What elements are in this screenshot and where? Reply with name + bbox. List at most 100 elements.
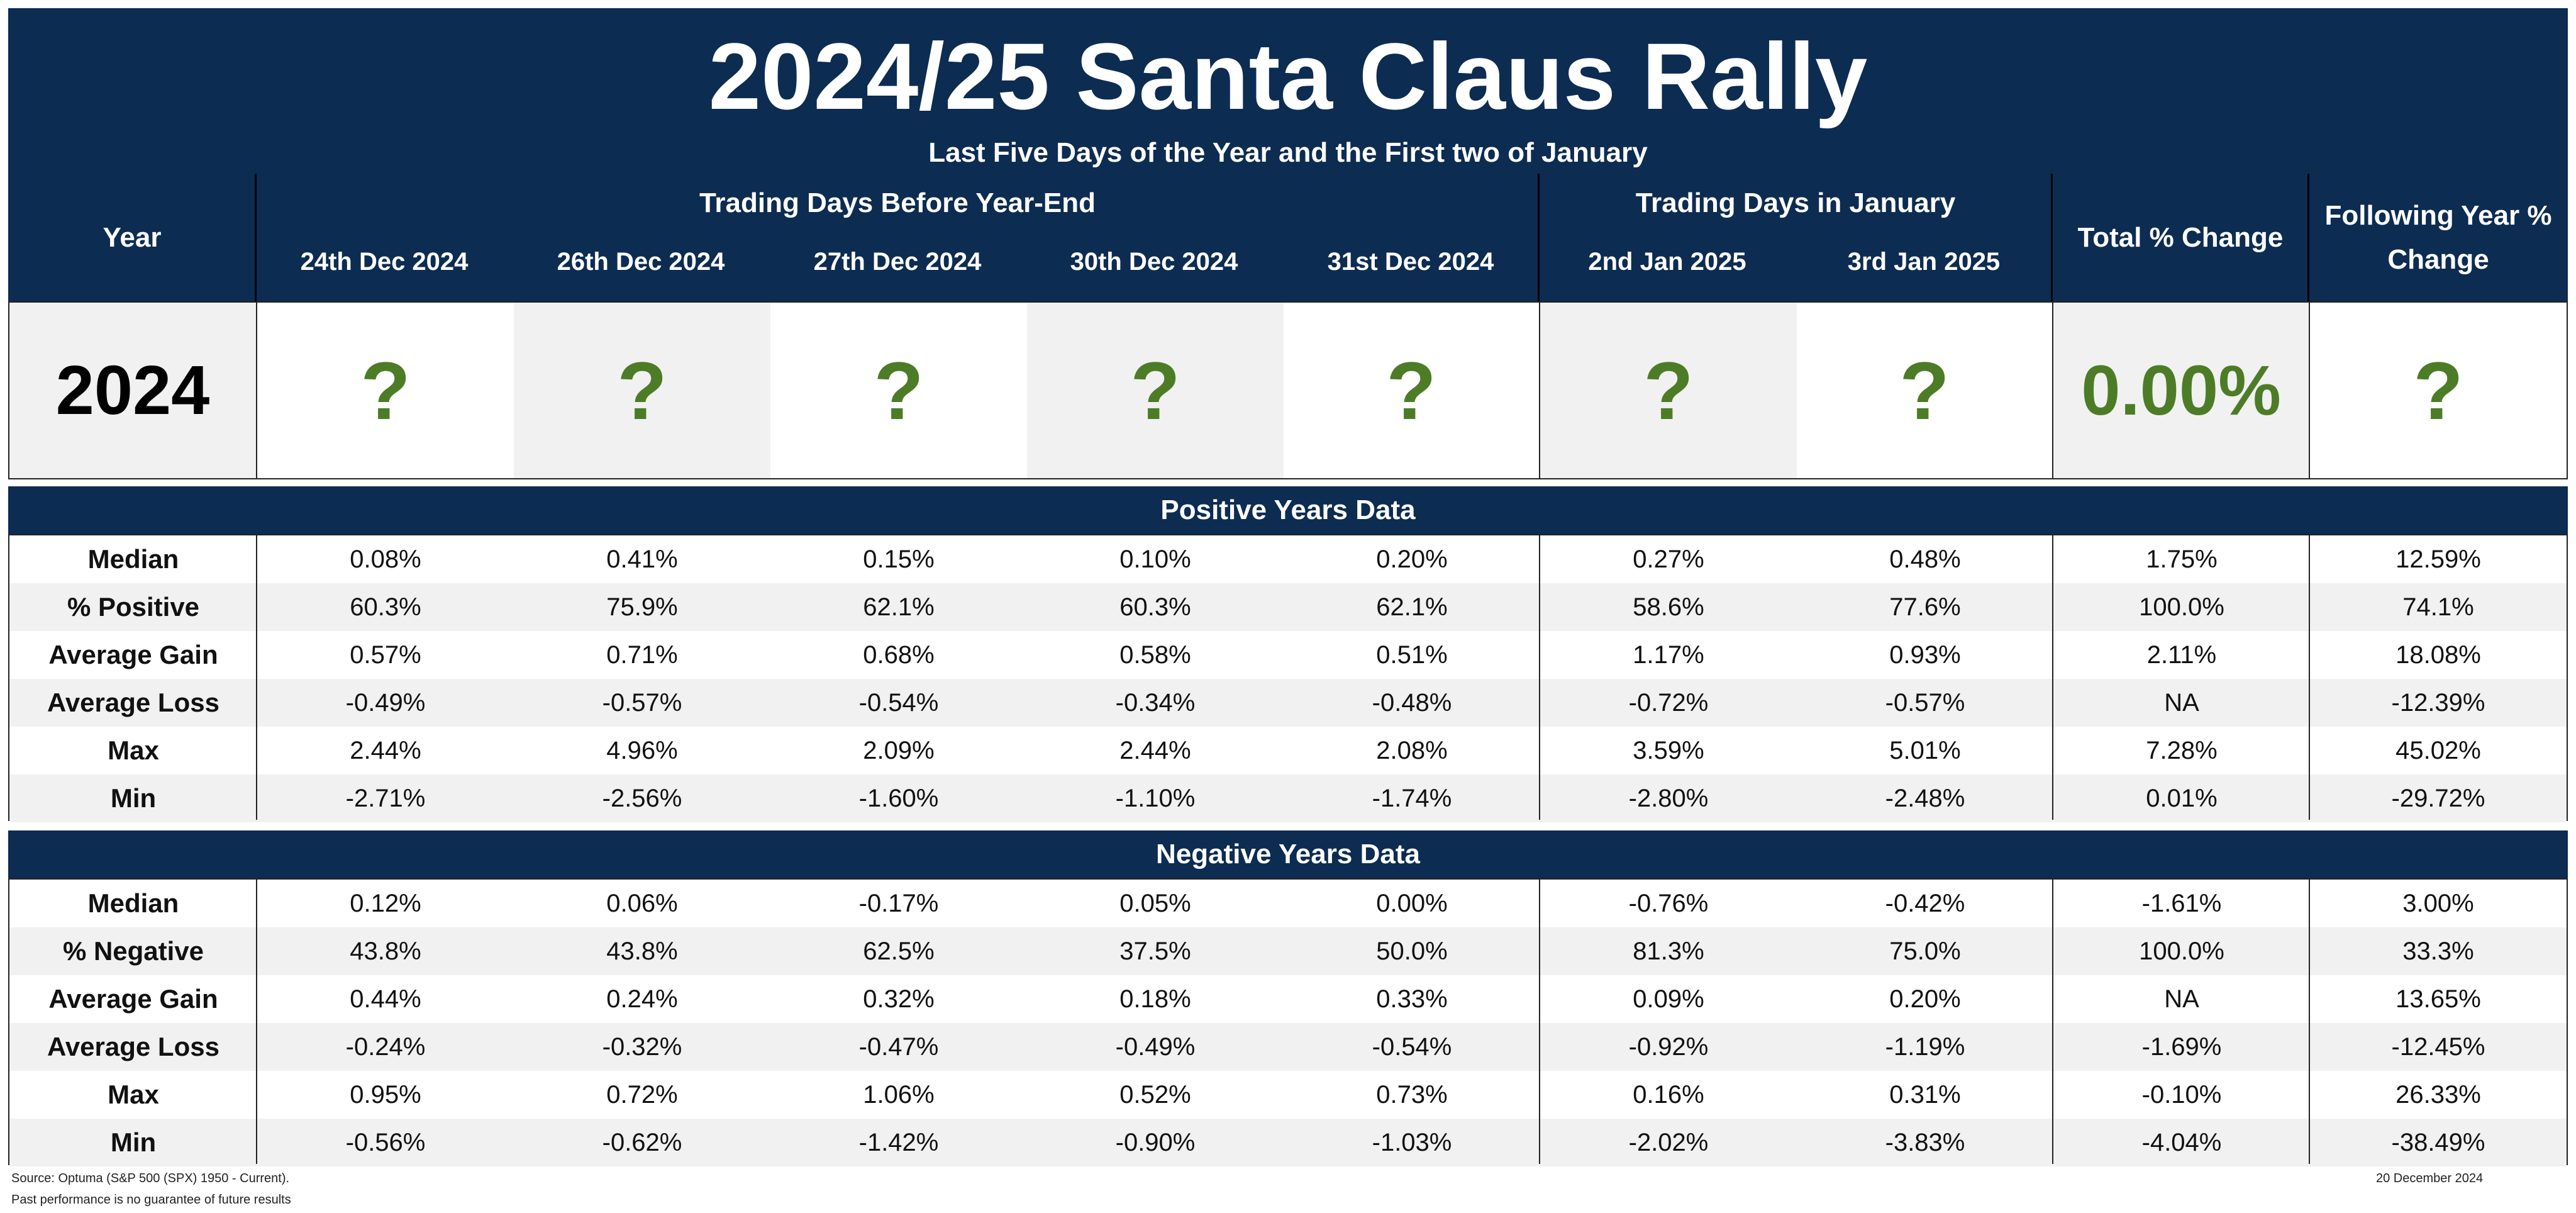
current-day-6-cell: ? <box>1540 303 1797 478</box>
table-row: Min -0.56% -0.62% -1.42% -0.90% -1.03% -2.02% -… <box>9 1119 2567 1166</box>
row-label: Max <box>108 735 159 765</box>
table-cell: 0.32% <box>863 985 935 1013</box>
table-cell: -4.04% <box>2141 1128 2222 1156</box>
current-following-cell: ? <box>2310 303 2567 478</box>
table-cell: 62.5% <box>863 937 935 965</box>
header-group-before-year-end: Trading Days Before Year-End <box>699 187 1096 218</box>
table-cell: 0.72% <box>606 1080 678 1109</box>
table-cell: -0.49% <box>1115 1032 1196 1061</box>
table-cell: -1.74% <box>1372 784 1452 812</box>
current-day-2-cell: ? <box>514 303 770 478</box>
table-row: Max 0.95% 0.72% 1.06% 0.52% 0.73% 0.16% 0.31% -0… <box>9 1071 2567 1119</box>
table-cell: 0.71% <box>606 640 678 669</box>
table-cell: 33.3% <box>2402 937 2474 965</box>
table-cell: -0.17% <box>858 889 939 917</box>
table-row: % Negative 43.8% 43.8% 62.5% 37.5% 50.0% 81.3%… <box>9 927 2567 975</box>
current-day-4-value: ? <box>1130 344 1180 437</box>
table-row: Median 0.12% 0.06% -0.17% 0.05% 0.00% -0.76% -0… <box>9 880 2567 927</box>
table-cell: 2.09% <box>863 736 935 764</box>
current-year-cell: 2024 <box>9 303 257 478</box>
table-cell: 0.18% <box>1119 985 1191 1013</box>
disclaimer-note: Past performance is no guarantee of futu… <box>11 1193 291 1207</box>
table-cell: -2.80% <box>1628 784 1709 812</box>
row-label: Max <box>108 1080 159 1109</box>
table-cell: 0.16% <box>1633 1080 1704 1109</box>
table-cell: 0.73% <box>1376 1080 1448 1109</box>
table-cell: 62.1% <box>1376 593 1448 621</box>
table-cell: -0.56% <box>345 1128 426 1156</box>
table-cell: 18.08% <box>2396 640 2481 669</box>
table-cell: 60.3% <box>350 593 421 621</box>
table-cell: -3.83% <box>1885 1128 1965 1156</box>
table-cell: -0.24% <box>345 1032 426 1061</box>
column-divider <box>1539 535 1540 820</box>
current-day-2-value: ? <box>617 344 667 437</box>
page-title: 2024/25 Santa Claus Rally <box>708 23 1868 129</box>
table-cell: 5.01% <box>1889 736 1961 764</box>
table-cell: 12.59% <box>2396 545 2481 573</box>
header-day-7: 3rd Jan 2025 <box>1847 247 2001 276</box>
table-cell: 0.09% <box>1633 985 1704 1013</box>
table-row: Min -2.71% -2.56% -1.60% -1.10% -1.74% -2.80% -… <box>9 774 2567 822</box>
current-day-7-cell: ? <box>1797 303 2053 478</box>
negative-years-table: Negative Years Data Median 0.12% 0.06% -0.1… <box>8 830 2568 1166</box>
column-divider <box>1539 880 1540 1164</box>
table-cell: -1.10% <box>1115 784 1196 812</box>
table-cell: -0.32% <box>602 1032 682 1061</box>
table-cell: 0.01% <box>2146 784 2218 812</box>
table-cell: 0.20% <box>1376 545 1448 573</box>
row-label: Min <box>110 1127 157 1157</box>
row-label: % Negative <box>62 936 204 966</box>
source-note: Source: Optuma (S&P 500 (SPX) 1950 - Cur… <box>11 1171 290 1185</box>
table-cell: 43.8% <box>350 937 421 965</box>
title-banner: 2024/25 Santa Claus Rally Last Five Days… <box>8 8 2568 174</box>
table-cell: -0.90% <box>1115 1128 1196 1156</box>
table-cell: -2.71% <box>345 784 426 812</box>
table-row: Max 2.44% 4.96% 2.09% 2.44% 2.08% 3.59% 5.01% 7.… <box>9 727 2567 774</box>
header-group-january: Trading Days in January <box>1635 187 1956 218</box>
table-cell: 0.27% <box>1633 545 1704 573</box>
table-cell: -0.10% <box>2141 1080 2222 1109</box>
table-cell: -0.42% <box>1885 889 1965 917</box>
table-header: Year Trading Days Before Year-End Tradin… <box>8 174 2568 301</box>
table-cell: 81.3% <box>1633 937 1704 965</box>
current-day-7-value: ? <box>1899 344 1950 437</box>
header-day-6: 2nd Jan 2025 <box>1588 247 1746 276</box>
positive-years-heading: Positive Years Data <box>8 486 2568 534</box>
table-cell: 75.9% <box>606 593 678 621</box>
table-cell: -2.02% <box>1628 1128 1709 1156</box>
positive-years-table: Positive Years Data Median 0.08% 0.41% 0.15… <box>8 486 2568 822</box>
header-day-1: 24th Dec 2024 <box>300 247 469 276</box>
negative-years-heading: Negative Years Data <box>8 830 2568 878</box>
table-cell: 1.75% <box>2146 545 2218 573</box>
header-year: Year <box>103 221 162 253</box>
table-cell: 0.06% <box>606 889 678 917</box>
current-following-value: ? <box>2413 344 2463 437</box>
current-day-5-value: ? <box>1386 344 1436 437</box>
table-cell: -0.92% <box>1628 1032 1709 1061</box>
row-label: Average Gain <box>48 984 218 1014</box>
current-day-3-value: ? <box>874 344 924 437</box>
report-date: 20 December 2024 <box>2376 1171 2484 1185</box>
table-cell: 1.17% <box>1633 640 1704 669</box>
table-cell: -0.57% <box>1885 688 1965 717</box>
row-label: Average Loss <box>47 688 219 717</box>
table-cell: -0.54% <box>858 688 939 717</box>
table-row: Average Gain 0.44% 0.24% 0.32% 0.18% 0.33% 0.0… <box>9 975 2567 1023</box>
table-cell: 0.10% <box>1119 545 1191 573</box>
column-divider <box>2052 880 2053 1164</box>
table-cell: 7.28% <box>2146 736 2218 764</box>
current-day-5-cell: ? <box>1284 303 1540 478</box>
table-cell: -0.76% <box>1628 889 1709 917</box>
column-divider <box>256 535 257 820</box>
table-cell: -0.47% <box>858 1032 939 1061</box>
table-cell: 0.20% <box>1889 985 1961 1013</box>
header-day-3: 27th Dec 2024 <box>813 247 982 276</box>
table-cell: 2.08% <box>1376 736 1448 764</box>
header-total-change: Total % Change <box>2077 221 2284 253</box>
table-cell: -1.19% <box>1885 1032 1965 1061</box>
table-cell: -2.56% <box>602 784 682 812</box>
table-cell: NA <box>2164 985 2199 1013</box>
table-cell: 0.68% <box>863 640 935 669</box>
column-divider <box>2052 535 2053 820</box>
